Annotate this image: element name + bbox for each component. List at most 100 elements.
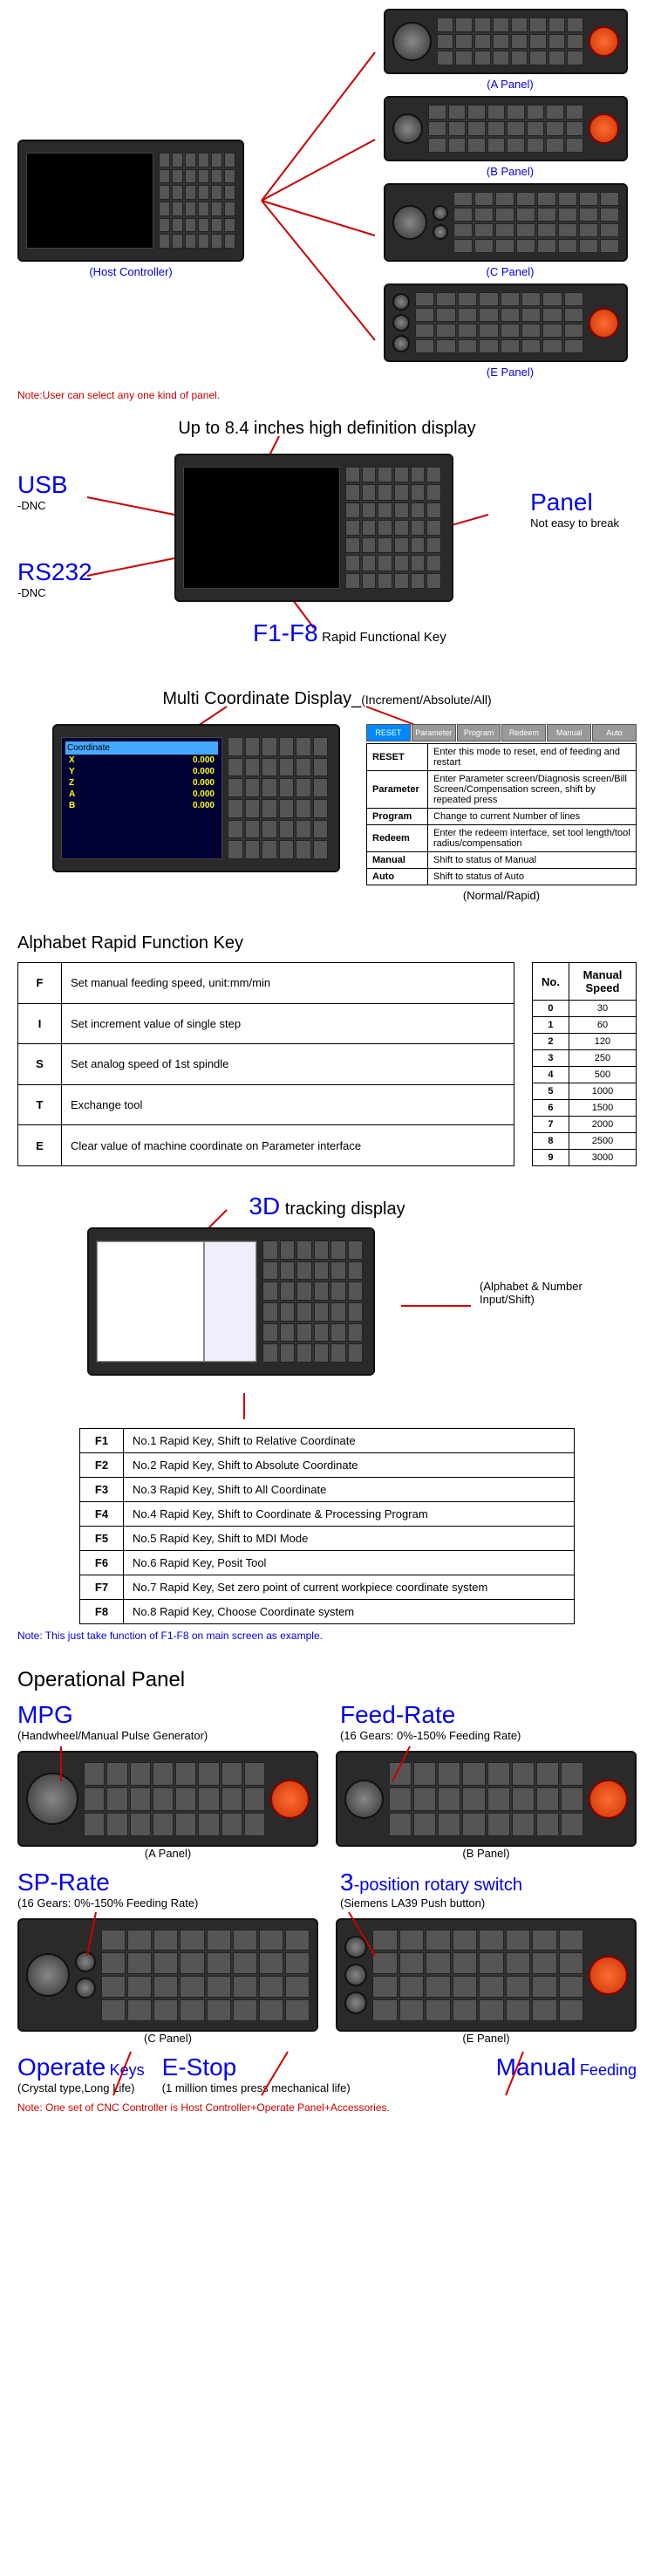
f-note: Note: This just take function of F1-F8 o… [17,1630,637,1642]
mode-button: Redeem [501,724,546,741]
op-panel-e: (E Panel) [336,1918,637,2045]
feed-block: Feed-Rate (16 Gears: 0%-150% Feeding Rat… [340,1701,637,1742]
rotary-sub: (Siemens LA39 Push button) [340,1896,637,1910]
speed-row: 51000 [533,1083,637,1100]
op-title: Operational Panel [17,1668,637,1692]
f-row: F8No.8 Rapid Key, Choose Coordinate syst… [80,1600,575,1624]
alpha-row: TExchange tool [18,1084,514,1125]
f-row: F7No.7 Rapid Key, Set zero point of curr… [80,1575,575,1600]
section-op-panel: Operational Panel MPG (Handwheel/Manual … [0,1650,654,2191]
sp-block: SP-Rate (16 Gears: 0%-150% Feeding Rate) [17,1869,314,1910]
set-note: Note: One set of CNC Controller is Host … [17,2101,637,2114]
host-device-4 [87,1227,375,1376]
alpha-row: EClear value of machine coordinate on Pa… [18,1125,514,1166]
mode-button: Auto [592,724,637,741]
estop-block: E-Stop (1 million times press mechanical… [162,2053,351,2094]
op-panel-a: (A Panel) [17,1751,318,1860]
mode-button: Parameter [412,724,456,741]
mode-desc-row: ManualShift to status of Manual [367,852,637,869]
coord-row: A0.000 [65,789,218,800]
f-row: F6No.6 Rapid Key, Posit Tool [80,1551,575,1575]
f-row: F1No.1 Rapid Key, Shift to Relative Coor… [80,1429,575,1453]
panel-b: (B Panel) [384,96,637,178]
panel-a-label: (A Panel) [384,78,637,91]
mode-button: RESET [366,724,411,741]
f1f8-label: F1-F8 [253,619,318,646]
manual-block: Manual Feeding [496,2053,637,2094]
usb-label: USB [17,471,68,499]
section-alpha-table: Alphabet Rapid Function Key FSet manual … [0,916,654,1175]
mode-button: Program [457,724,501,741]
mpg-label: MPG [17,1701,314,1729]
f1f8-callout: F1-F8 Rapid Functional Key [253,619,446,647]
mode-desc-row: ParameterEnter Parameter screen/Diagnosi… [367,771,637,809]
op-a-label: (A Panel) [17,1847,318,1860]
mode-button: Manual [547,724,591,741]
f-row: F3No.3 Rapid Key, Shift to All Coordinat… [80,1478,575,1502]
op-panel-c: (C Panel) [17,1918,318,2045]
f-row: F4No.4 Rapid Key, Shift to Coordinate & … [80,1502,575,1527]
panel-b-label: (B Panel) [384,165,637,178]
mode-desc-row: AutoShift to status of Auto [367,869,637,885]
feed-label: Feed-Rate [340,1701,637,1729]
speed-row: 61500 [533,1100,637,1117]
operate-sub: (Crystal type,Long Life) [17,2081,145,2094]
sp-label: SP-Rate [17,1869,314,1896]
section-multi-coord: Multi Coordinate Display_(Increment/Abso… [0,672,654,916]
section-f-table: F1No.1 Rapid Key, Shift to Relative Coor… [0,1419,654,1650]
panel-e: (E Panel) [384,284,637,379]
speed-row: 93000 [533,1150,637,1166]
alpha-function-table: FSet manual feeding speed, unit:mm/minIS… [17,962,514,1166]
panel-e-label: (E Panel) [384,366,637,379]
mode-desc-row: ProgramChange to current Number of lines [367,809,637,825]
panel-c: (C Panel) [384,183,637,278]
section-host-panels: (Host Controller) (A Panel) [0,0,654,401]
speed-row: 72000 [533,1117,637,1133]
f-row: F5No.5 Rapid Key, Shift to MDI Mode [80,1527,575,1551]
rs232-sub: -DNC [17,586,92,599]
op-c-label: (C Panel) [17,2032,318,2045]
alpha-row: SSet analog speed of 1st spindle [18,1044,514,1085]
mode-desc-row: RedeemEnter the redeem interface, set to… [367,825,637,852]
op-e-label: (E Panel) [336,2032,637,2045]
usb-callout: USB -DNC [17,471,68,512]
display-title: Up to 8.4 inches high definition display [17,419,637,439]
multi-coord-title: Multi Coordinate Display_(Increment/Abso… [17,689,637,709]
input-shift-label: (Alphabet & Number Input/Shift) [480,1280,619,1306]
speed-row: 030 [533,1001,637,1017]
host-device-2 [174,454,453,602]
panel-callout: Panel Not easy to break [530,489,619,530]
rs232-callout: RS232 -DNC [17,558,92,599]
mpg-sub: (Handwheel/Manual Pulse Generator) [17,1729,314,1742]
f1f8-sub: Rapid Functional Key [322,630,446,645]
panel-sub: Not easy to break [530,516,619,530]
coord-row: B0.000 [65,800,218,811]
sp-sub: (16 Gears: 0%-150% Feeding Rate) [17,1896,314,1910]
usb-sub: -DNC [17,499,68,512]
op-panel-b: (B Panel) [336,1751,637,1860]
estop-label: E-Stop [162,2053,351,2081]
panel-a: (A Panel) [384,9,637,91]
rs232-label: RS232 [17,558,92,586]
panel-label: Panel [530,489,619,516]
panels-column: (A Panel) (B Panel) [384,9,637,379]
3d-title: 3D tracking display [17,1192,637,1220]
manual-speed-table: No.Manual Speed0301602120325045005100061… [532,962,637,1166]
op-b-label: (B Panel) [336,1847,637,1860]
mode-label: (Normal/Rapid) [366,889,637,902]
host-controller: (Host Controller) [17,140,244,278]
mpg-block: MPG (Handwheel/Manual Pulse Generator) [17,1701,314,1742]
speed-row: 4500 [533,1067,637,1083]
host-label: (Host Controller) [17,265,244,278]
speed-row: 160 [533,1017,637,1034]
coord-row: Y0.000 [65,766,218,777]
host-device-3: Coordinate X0.000Y0.000Z0.000A0.000B0.00… [52,724,340,872]
coord-header: Coordinate [65,741,218,755]
alpha-title: Alphabet Rapid Function Key [17,933,637,953]
panel-select-note: Note:User can select any one kind of pan… [17,389,220,401]
mode-table: RESETParameterProgramRedeemManualAuto RE… [366,724,637,902]
f-row: F2No.2 Rapid Key, Shift to Absolute Coor… [80,1453,575,1478]
mode-desc-row: RESETEnter this mode to reset, end of fe… [367,744,637,771]
f-key-table: F1No.1 Rapid Key, Shift to Relative Coor… [79,1428,575,1624]
panel-c-label: (C Panel) [384,265,637,278]
